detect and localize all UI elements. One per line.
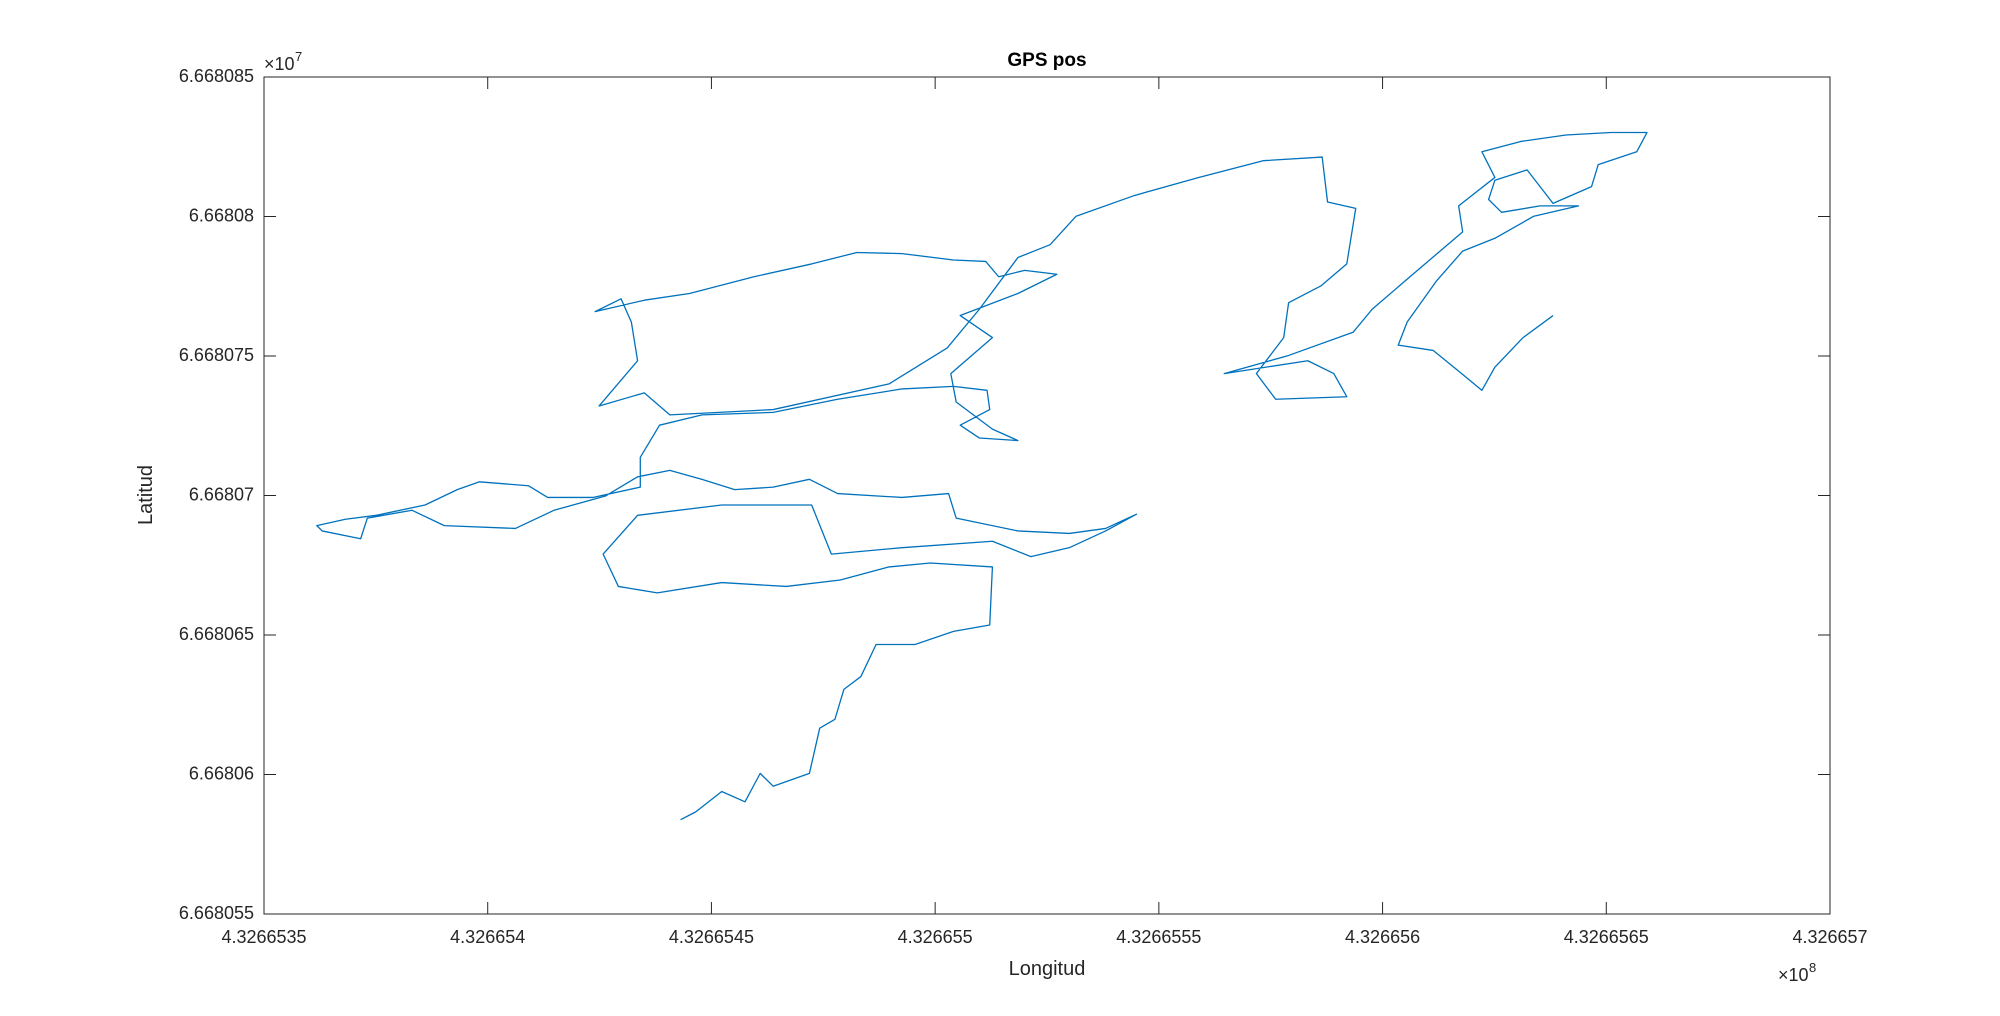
x-tick-label: 4.326657 [1792,927,1867,947]
y-tick-label: 6.66808 [189,205,254,225]
y-axis-label: Latitud [135,465,157,525]
chart-title: GPS pos [1007,50,1086,71]
x-tick-label: 4.3266545 [669,927,754,947]
y-multiplier-power: 7 [295,49,302,64]
x-tick-label: 4.326655 [898,927,973,947]
x-tick-label: 4.3266555 [1116,927,1201,947]
y-tick-label: 6.668075 [179,345,254,365]
axes-box [263,76,1831,915]
y-tick-label: 6.668065 [179,624,254,644]
x-tick-label: 4.3266535 [221,927,306,947]
y-tick-label: 6.668055 [179,903,254,923]
y-tick-label: 6.66807 [189,484,254,504]
y-tick-label: 6.668085 [179,66,254,86]
x-axis-label: Longitud [1009,958,1086,980]
x-tick-label: 4.3266565 [1564,927,1649,947]
y-tick-label: 6.66806 [189,763,254,783]
x-multiplier: ×10 [1778,965,1809,985]
y-multiplier: ×10 [264,54,295,74]
x-tick-label: 4.326656 [1345,927,1420,947]
x-tick-label: 4.326654 [450,927,525,947]
gps-track [316,131,1648,821]
x-multiplier-power: 8 [1809,960,1816,975]
